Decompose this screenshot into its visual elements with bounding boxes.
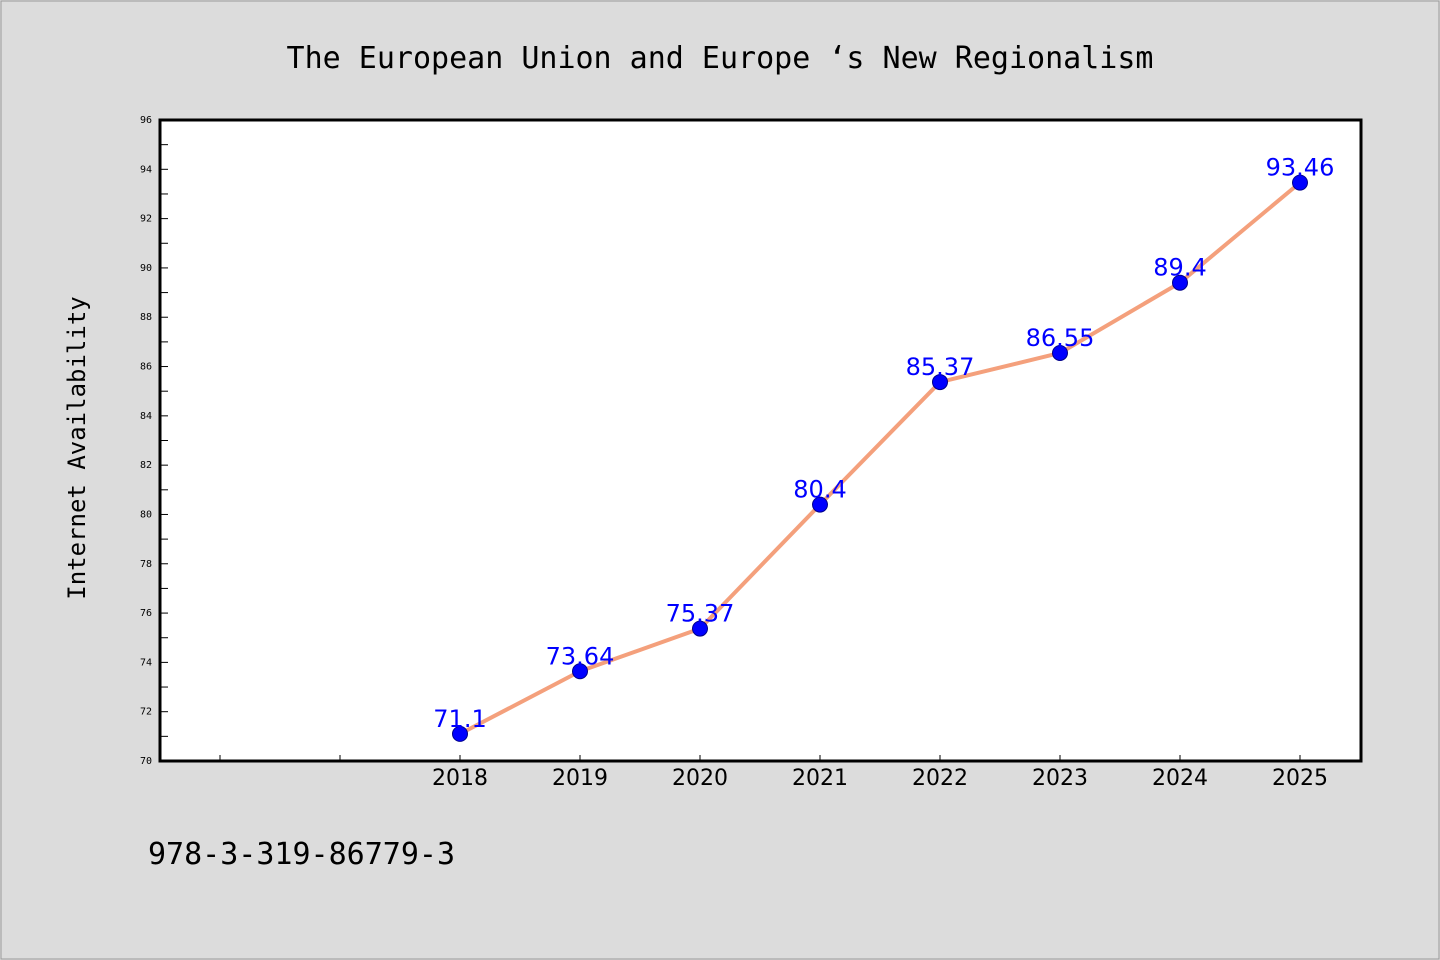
- y-axis-label: Internet Availability: [63, 296, 91, 599]
- x-axis: 2018 2019 2020 2021 2022 2023 2024 2025: [219, 755, 1328, 791]
- y-tick-label: 96: [140, 115, 152, 126]
- y-tick-label: 88: [140, 312, 152, 323]
- data-label: 89.4: [1153, 254, 1206, 282]
- data-label: 73.64: [546, 642, 615, 670]
- data-point: [1052, 344, 1068, 361]
- x-tick-label: 2023: [1032, 766, 1088, 791]
- y-tick-label: 74: [140, 657, 152, 668]
- y-tick-label: 84: [140, 411, 152, 422]
- y-axis: 70 72 74 76 78 80 82 84 86 88 90 92 94 96: [140, 115, 168, 767]
- x-tick-label: 2019: [552, 766, 608, 791]
- x-tick-label: 2022: [912, 766, 968, 791]
- plot-area: [158, 118, 1363, 763]
- x-tick-label: 2021: [792, 766, 848, 791]
- x-tick-label: 2018: [432, 766, 488, 791]
- y-tick-label: 86: [140, 362, 152, 373]
- y-tick-label: 90: [140, 263, 152, 274]
- data-point: [932, 374, 948, 391]
- data-point: [1172, 274, 1188, 291]
- y-tick-label: 70: [140, 756, 152, 767]
- data-label: 86.55: [1026, 324, 1095, 352]
- x-tick-label: 2025: [1272, 766, 1328, 791]
- y-tick-label: 76: [140, 608, 152, 619]
- series-layer: 71.1 73.64 75.37 80.4 85.37 86.55 89.4 93.46: [433, 154, 1334, 742]
- data-point: [572, 663, 588, 680]
- y-tick-label: 72: [140, 707, 152, 718]
- data-point: [812, 496, 828, 513]
- data-label: 80.4: [793, 476, 846, 504]
- y-tick-label: 94: [140, 164, 152, 175]
- footer-isbn: 978-3-319-86779-3: [148, 837, 455, 872]
- data-label: 71.1: [433, 705, 486, 733]
- data-label: 93.46: [1266, 154, 1335, 182]
- x-tick-label: 2024: [1152, 766, 1208, 791]
- y-tick-label: 92: [140, 214, 152, 225]
- data-point: [1292, 174, 1308, 191]
- data-label: 75.37: [666, 600, 735, 628]
- y-tick-label: 82: [140, 460, 152, 471]
- y-tick-label: 78: [140, 559, 152, 570]
- data-point: [452, 725, 468, 742]
- data-label: 85.37: [906, 353, 975, 381]
- series-line: [458, 180, 1302, 736]
- y-tick-label: 80: [140, 509, 152, 520]
- x-tick-label: 2020: [672, 766, 728, 791]
- data-point: [692, 620, 708, 637]
- chart-title: The European Union and Europe ‘s New Reg…: [287, 41, 1154, 76]
